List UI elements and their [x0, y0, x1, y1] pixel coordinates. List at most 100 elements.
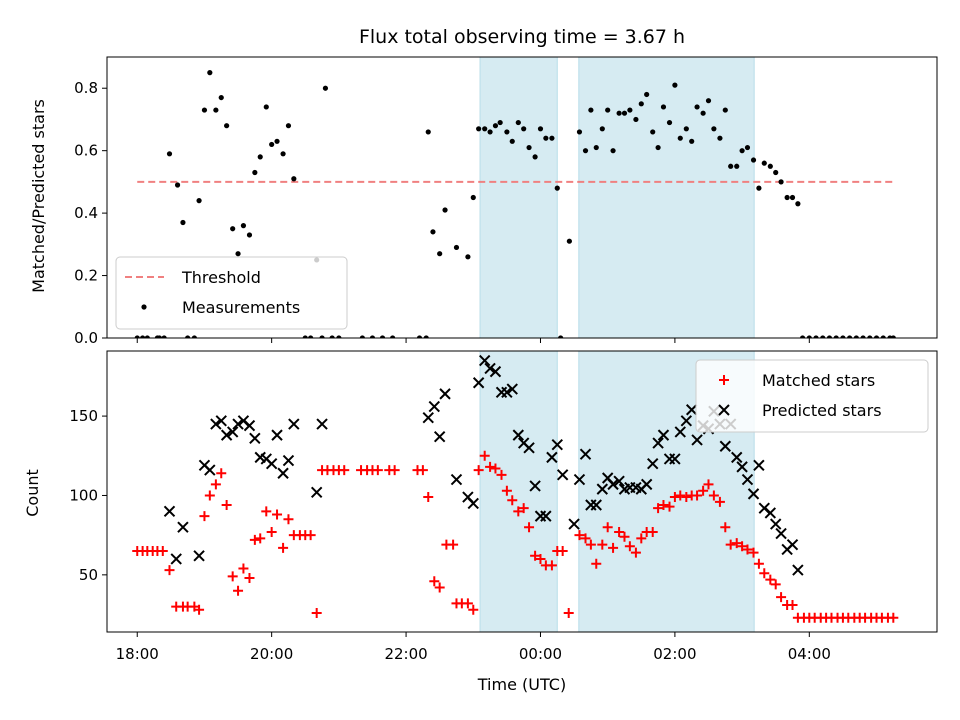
measurement-point: [627, 107, 633, 113]
measurement-point: [174, 182, 181, 188]
matched-point: [423, 492, 434, 503]
matched-point: [725, 539, 736, 550]
matched-point: [339, 465, 350, 476]
predicted-point: [428, 400, 441, 413]
matched-point: [249, 534, 260, 545]
legend-matched-swatch: [719, 375, 729, 385]
measurement-point: [476, 126, 482, 132]
predicted-point: [506, 383, 518, 395]
predicted-point: [613, 475, 625, 487]
measurement-point: [795, 201, 801, 207]
predicted-point: [478, 354, 491, 367]
matched-point: [261, 506, 272, 517]
predicted-point: [489, 365, 502, 378]
y-tick-label: 0.6: [74, 142, 98, 160]
predicted-point: [310, 486, 323, 499]
matched-point: [221, 499, 232, 510]
matched-point: [742, 544, 753, 555]
predicted-point: [540, 510, 552, 522]
measurement-point: [683, 126, 689, 132]
predicted-point: [170, 553, 182, 565]
measurement-point: [638, 101, 644, 107]
matched-point: [574, 530, 585, 541]
measurement-point: [515, 119, 521, 126]
measurement-point: [180, 219, 186, 226]
measurement-point: [257, 154, 263, 160]
measurement-point: [558, 335, 564, 338]
matched-point: [244, 573, 255, 584]
measurement-point: [280, 151, 286, 157]
matched-point: [473, 465, 484, 476]
measurement-point: [588, 107, 594, 113]
predicted-point: [607, 478, 619, 491]
legend-predicted-swatch: [718, 404, 730, 416]
measurement-point: [144, 335, 150, 338]
predicted-point: [579, 448, 592, 460]
measurement-point: [711, 126, 717, 132]
x-axis-label: Time (UTC): [477, 675, 566, 694]
measurement-point: [526, 144, 532, 151]
predicted-point: [556, 469, 569, 481]
measurement-point: [799, 335, 806, 338]
measurement-point: [813, 335, 819, 338]
matched-point: [720, 522, 731, 533]
measurement-point: [191, 335, 197, 338]
measurement-point: [390, 335, 396, 338]
measurement-point: [806, 335, 812, 338]
measurement-point: [285, 123, 292, 129]
observing-window-1: [479, 57, 558, 338]
legend-label: Predicted stars: [762, 401, 882, 420]
measurement-point: [650, 129, 656, 135]
matched-point: [468, 604, 479, 615]
matched-point: [227, 571, 238, 582]
predicted-point: [249, 432, 261, 445]
matched-point: [698, 485, 709, 496]
matched-point: [513, 506, 524, 517]
predicted-point: [786, 538, 799, 551]
measurement-point: [666, 119, 673, 126]
measurement-point: [425, 129, 431, 135]
matched-point: [204, 490, 215, 501]
predicted-point: [596, 483, 609, 495]
matched-point: [557, 546, 568, 557]
predicted-point: [243, 419, 256, 432]
predicted-point: [680, 415, 693, 427]
measurement-point: [789, 194, 796, 201]
matched-point: [479, 450, 490, 461]
predicted-point: [501, 386, 513, 398]
matched-point: [278, 542, 289, 553]
matched-point: [708, 490, 719, 501]
measurement-point: [487, 129, 493, 135]
measurement-point: [672, 82, 678, 88]
measurement-point: [230, 226, 236, 232]
predicted-point: [450, 473, 463, 486]
measurement-point: [319, 335, 325, 338]
matched-point: [216, 468, 227, 479]
predicted-point: [590, 499, 602, 511]
measurement-point: [633, 116, 639, 123]
matched-point: [233, 585, 244, 596]
predicted-point: [484, 362, 496, 375]
matched-point: [238, 563, 249, 574]
measurement-point: [890, 335, 896, 338]
measurement-point: [329, 335, 335, 338]
observing-window-2: [578, 57, 755, 338]
matched-point: [619, 531, 630, 542]
measurement-point: [744, 144, 751, 151]
predicted-point: [551, 438, 563, 451]
matched-point: [535, 553, 546, 564]
measurement-point: [482, 126, 488, 132]
matched-point: [624, 541, 635, 552]
measurement-point: [134, 335, 140, 338]
matched-point: [748, 547, 759, 558]
x-tick-label: 02:00: [653, 645, 696, 663]
measurement-point: [820, 335, 826, 338]
measurement-point: [700, 110, 706, 116]
matched-point: [653, 503, 664, 514]
matched-point: [888, 612, 899, 623]
predicted-point: [657, 429, 670, 441]
predicted-point: [640, 478, 653, 491]
predicted-point: [685, 404, 698, 416]
measurement-point: [660, 104, 667, 110]
measurement-point: [207, 70, 213, 76]
